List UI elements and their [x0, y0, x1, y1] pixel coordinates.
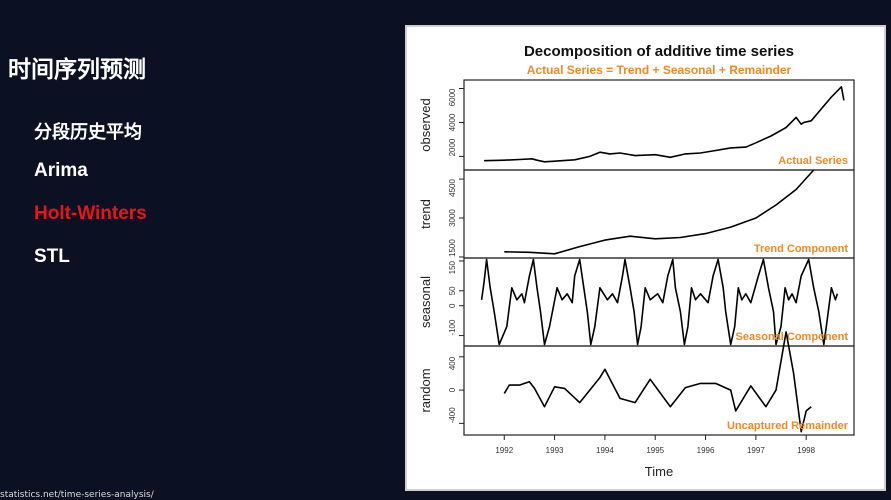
list-item-stl: STL	[34, 246, 70, 267]
x-tick-label: 1997	[747, 446, 765, 455]
y-tick-label: 0	[448, 387, 457, 392]
y-tick-label: 400	[448, 356, 457, 370]
series-line-trend	[504, 169, 815, 255]
y-tick-label: -100	[448, 319, 457, 336]
chart-title: Decomposition of additive time series	[524, 43, 794, 60]
source-footer: statistics.net/time-series-analysis/	[0, 490, 154, 500]
y-tick-label: -400	[448, 407, 457, 424]
panel-annotation: Seasonal Component	[736, 331, 849, 343]
panel-seasonal: seasonal -100 0 50 150 Seasonal Component	[418, 257, 855, 347]
list-item-holt-winters: Holt-Winters	[34, 203, 147, 224]
x-axis-label: Time	[645, 464, 673, 479]
y-tick-label: 0	[448, 303, 457, 308]
panel-annotation: Actual Series	[778, 155, 848, 167]
panel-annotation: Uncaptured Remainder	[727, 420, 849, 432]
y-tick-label: 4500	[448, 179, 457, 197]
y-tick-label: 150	[448, 260, 457, 274]
y-axis-label-trend: trend	[418, 199, 433, 229]
panel-annotation: Trend Component	[754, 243, 848, 255]
slide-title: 时间序列预测	[8, 57, 146, 83]
x-tick-label: 1995	[646, 446, 664, 455]
y-tick-label: 4000	[448, 113, 457, 131]
y-tick-label: 3000	[448, 209, 457, 227]
x-tick-label: 1994	[596, 446, 614, 455]
y-tick-label: 2000	[448, 138, 457, 156]
series-line-random	[503, 331, 812, 433]
panel-observed: observed 2000 4000 6000 Actual Series	[418, 79, 855, 171]
series-line-seasonal	[480, 258, 839, 346]
list-item-segment-average: 分段历史平均	[34, 122, 142, 143]
y-axis-label-random: random	[418, 368, 433, 412]
y-axis-label-observed: observed	[418, 98, 433, 151]
x-tick-label: 1993	[546, 446, 564, 455]
panel-trend: trend 1500 3000 4500 Trend Component	[418, 169, 855, 259]
x-tick-label: 1996	[697, 446, 715, 455]
y-tick-label: 50	[448, 286, 457, 295]
series-line-observed	[484, 86, 845, 163]
list-item-arima: Arima	[34, 160, 88, 181]
x-tick-label: 1998	[797, 446, 815, 455]
panel-random: random -400 0 400 Uncaptured Remainder	[418, 331, 855, 436]
y-tick-label: 6000	[448, 88, 457, 106]
y-axis-label-seasonal: seasonal	[418, 276, 433, 328]
chart-subtitle: Actual Series = Trend + Seasonal + Remai…	[527, 63, 792, 77]
y-tick-label: 1500	[448, 239, 457, 257]
x-tick-label: 1992	[495, 446, 513, 455]
